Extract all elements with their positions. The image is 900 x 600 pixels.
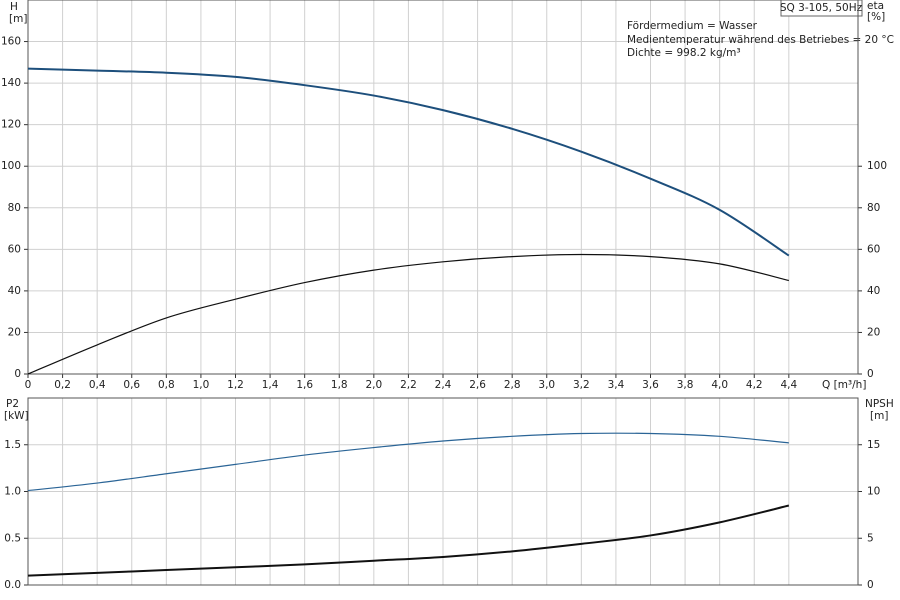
plot-frame xyxy=(27,397,859,586)
x-tick-label: 2,6 xyxy=(469,379,486,391)
y2-tick-label: 80 xyxy=(867,202,880,214)
x-tick-label: 2,8 xyxy=(504,379,521,391)
y2-axis-unit: [%] xyxy=(867,11,885,23)
y-tick-label: 80 xyxy=(8,202,21,214)
x-tick-label: 1,4 xyxy=(262,379,279,391)
x-tick-label: 3,2 xyxy=(573,379,590,391)
x-tick-label: 3,6 xyxy=(642,379,659,391)
y-tick-label: 0.0 xyxy=(4,579,21,591)
x-tick-label: 4,0 xyxy=(711,379,728,391)
y2-tick-label: 60 xyxy=(867,243,880,255)
x-tick-label: 2,2 xyxy=(400,379,417,391)
x-tick-label: 0,6 xyxy=(123,379,140,391)
grid-layer xyxy=(27,0,858,586)
x-tick-label: 0 xyxy=(25,379,32,391)
series-line xyxy=(27,67,790,257)
series-line xyxy=(27,432,789,492)
y2-tick-label: 15 xyxy=(867,439,880,451)
y-tick-label: 1.5 xyxy=(4,439,21,451)
series-line xyxy=(27,253,789,375)
y-tick-label: 100 xyxy=(1,160,21,172)
x-axis-label: Q [m³/h] xyxy=(822,379,866,391)
y2-tick-label: 100 xyxy=(867,160,887,172)
x-tick-label: 3,0 xyxy=(538,379,555,391)
annotation: Fördermedium = Wasser xyxy=(627,20,758,32)
y-axis-unit: [kW] xyxy=(4,410,29,422)
y2-tick-label: 0 xyxy=(867,579,874,591)
y-tick-label: 0.5 xyxy=(4,532,21,544)
y-tick-label: 120 xyxy=(1,119,21,131)
y2-axis-unit: [m] xyxy=(870,410,888,422)
annotation: Dichte = 998.2 kg/m³ xyxy=(627,47,741,59)
y-tick-label: 140 xyxy=(1,77,21,89)
y-tick-label: 160 xyxy=(1,36,21,48)
title-box xyxy=(780,0,863,17)
y2-tick-label: 5 xyxy=(867,532,874,544)
x-tick-label: 0,8 xyxy=(158,379,175,391)
x-tick-label: 0,2 xyxy=(54,379,71,391)
x-tick-label: 4,4 xyxy=(780,379,797,391)
plot-frame xyxy=(27,0,859,375)
x-tick-label: 3,4 xyxy=(608,379,625,391)
y-tick-label: 0 xyxy=(14,368,21,380)
x-tick-label: 0,4 xyxy=(89,379,106,391)
x-tick-label: 2,0 xyxy=(365,379,382,391)
y-tick-label: 20 xyxy=(8,326,21,338)
y2-tick-label: 0 xyxy=(867,368,874,380)
x-tick-label: 1,8 xyxy=(331,379,348,391)
y-tick-label: 40 xyxy=(8,285,21,297)
chart-title: SQ 3-105, 50Hz xyxy=(780,2,863,14)
series-line xyxy=(27,504,790,577)
y-axis-label: H xyxy=(10,1,18,13)
y2-tick-label: 10 xyxy=(867,486,880,498)
x-tick-label: 4,2 xyxy=(746,379,763,391)
y2-axis-label: NPSH xyxy=(865,398,894,410)
x-tick-label: 1,2 xyxy=(227,379,244,391)
x-tick-label: 3,8 xyxy=(677,379,694,391)
y2-tick-label: 20 xyxy=(867,326,880,338)
y2-tick-label: 40 xyxy=(867,285,880,297)
x-tick-label: 1,6 xyxy=(296,379,313,391)
y-axis-unit: [m] xyxy=(9,13,27,25)
x-tick-label: 1,0 xyxy=(193,379,210,391)
y-tick-label: 60 xyxy=(8,243,21,255)
x-tick-label: 2,4 xyxy=(435,379,452,391)
annotation: Medientemperatur während des Betriebes =… xyxy=(627,34,894,46)
y2-axis-label: eta xyxy=(867,0,884,12)
y-tick-label: 1.0 xyxy=(4,486,21,498)
y-axis-label: P2 xyxy=(6,398,19,410)
